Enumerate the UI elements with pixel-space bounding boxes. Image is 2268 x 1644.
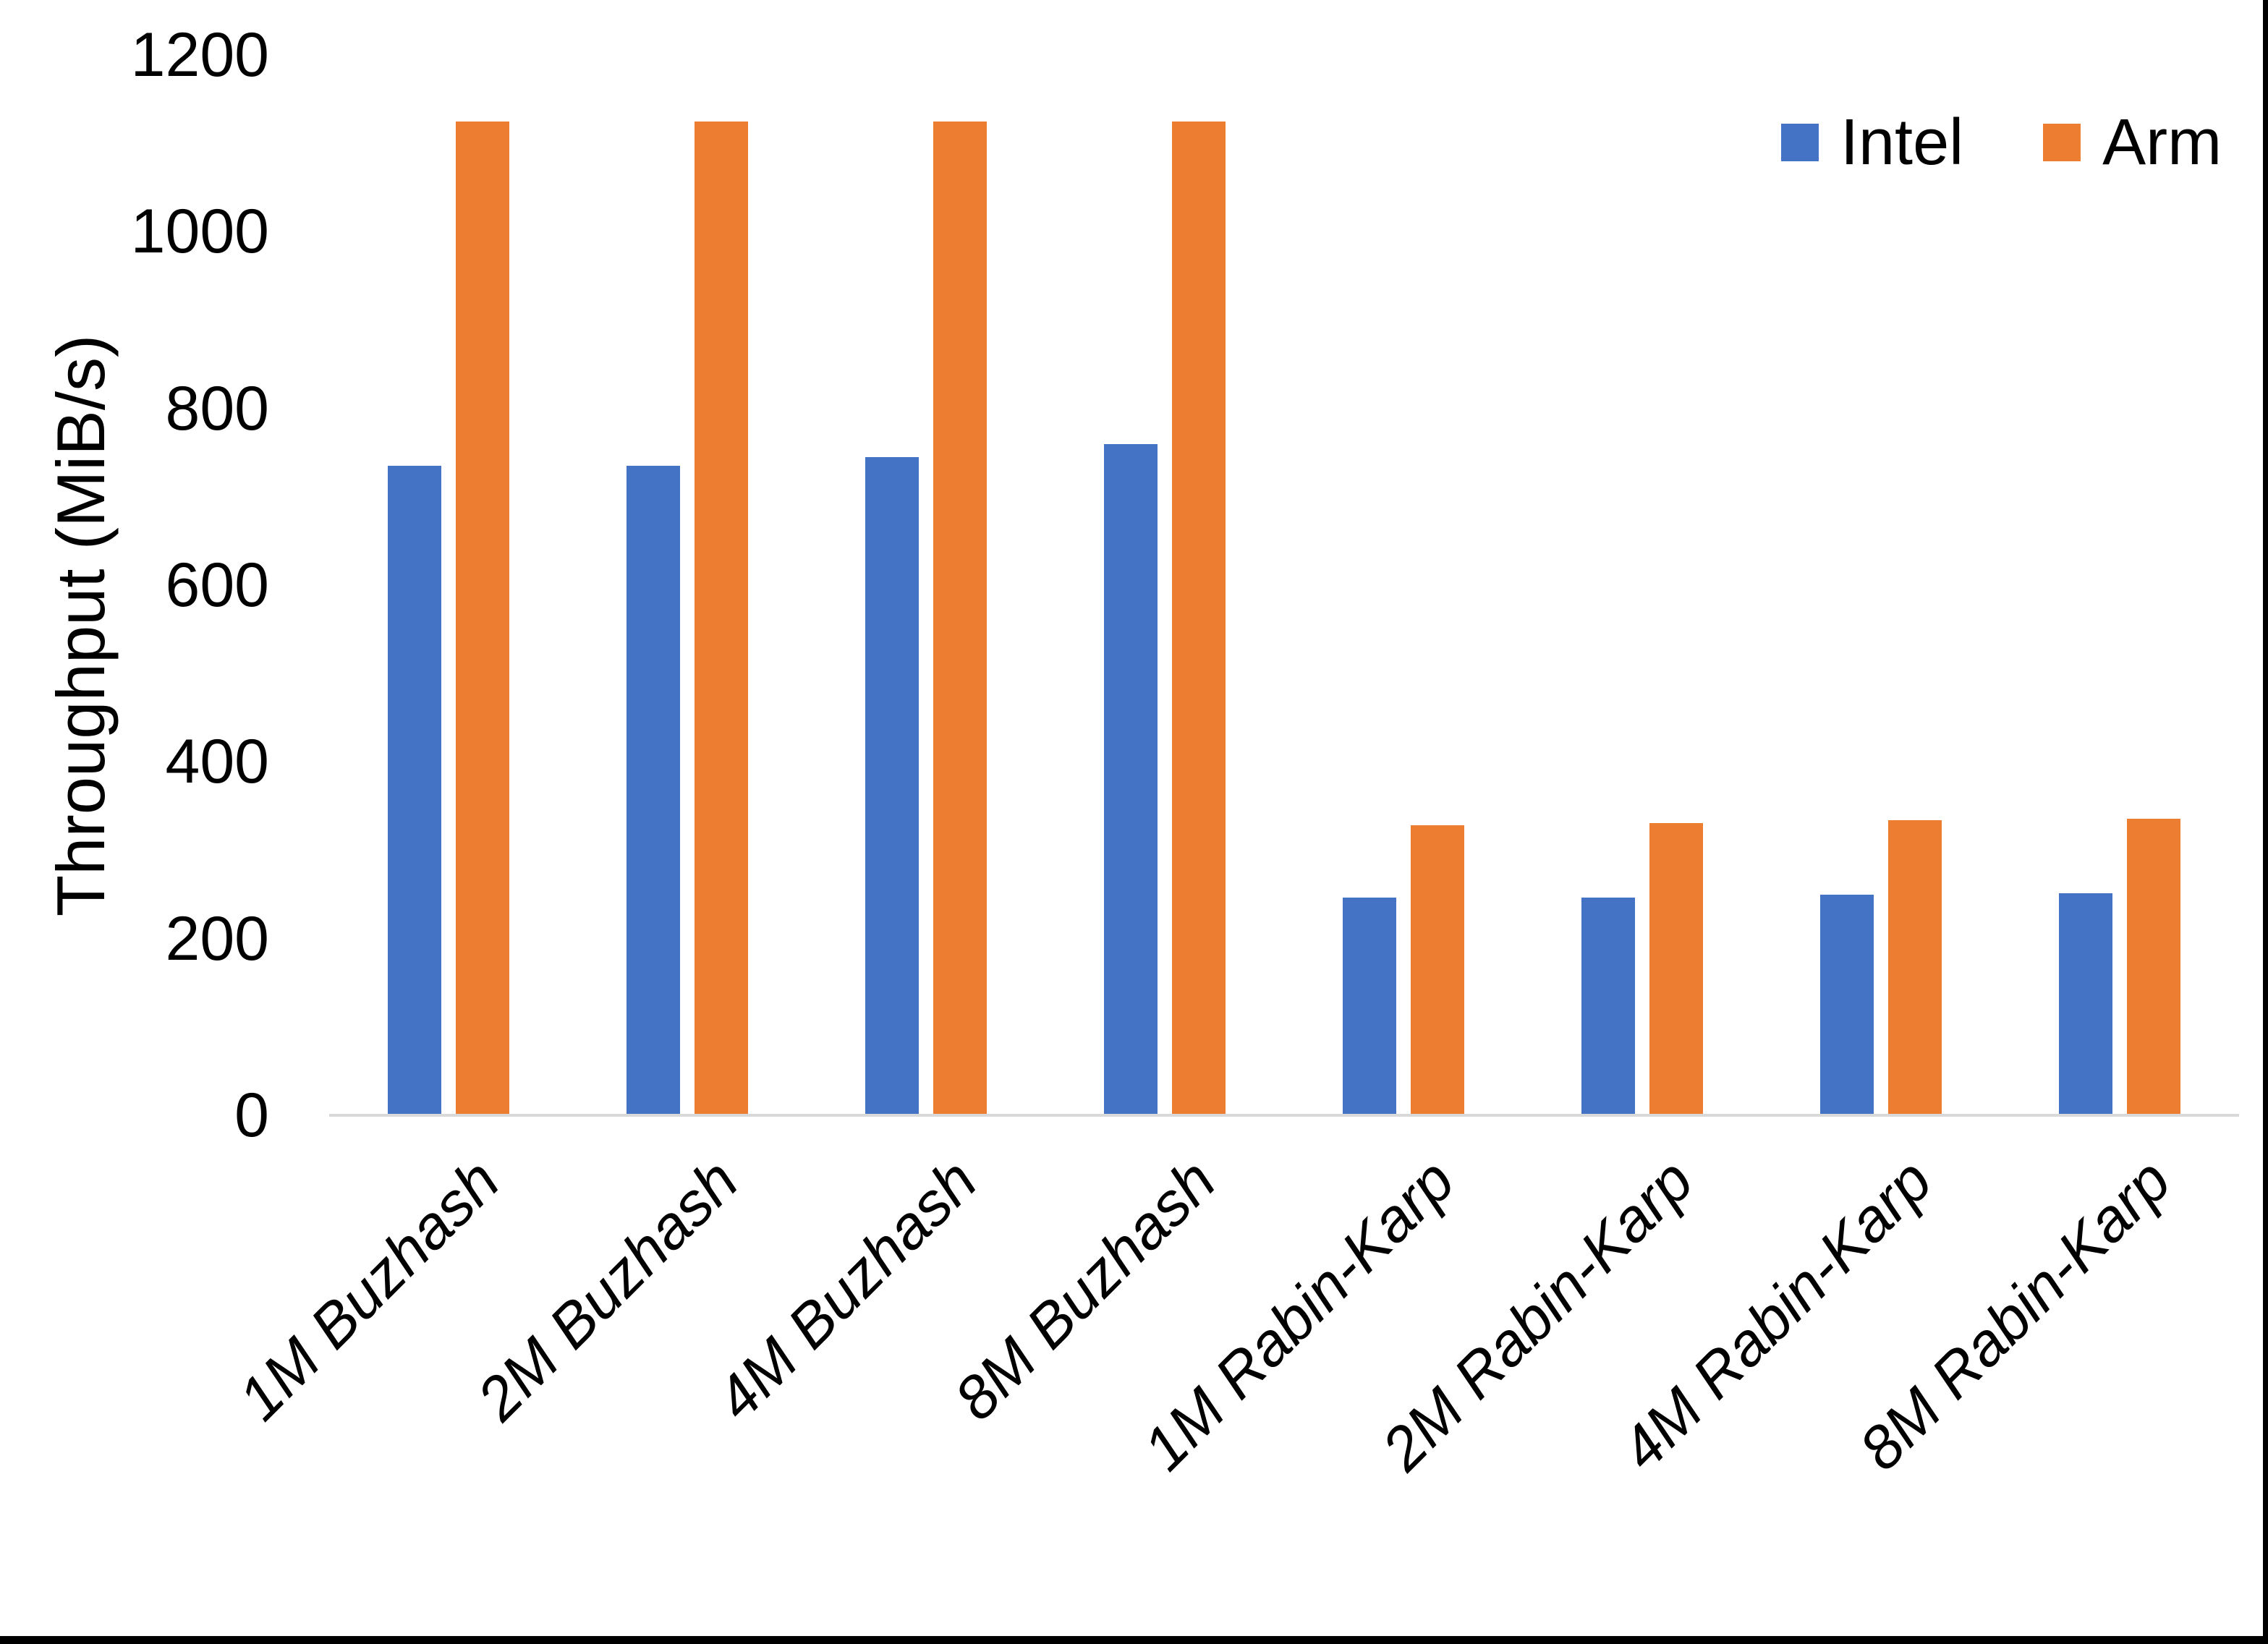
bar-group-4m-buzhash <box>807 55 1045 1115</box>
bar-arm-1m-buzhash <box>456 121 509 1115</box>
y-tick-label-600: 600 <box>165 550 270 620</box>
bar-group-4m-rabin-karp <box>1762 55 2000 1115</box>
bar-intel-4m-rabin-karp <box>1820 894 1874 1115</box>
legend-swatch-arm <box>2043 124 2081 161</box>
legend-label-intel: Intel <box>1840 106 1964 179</box>
screen-right-border <box>2263 0 2268 1644</box>
bar-arm-2m-buzhash <box>695 121 748 1115</box>
bar-intel-2m-rabin-karp <box>1581 898 1635 1115</box>
legend-swatch-intel <box>1781 124 1819 161</box>
bar-intel-4m-buzhash <box>865 456 919 1115</box>
bar-arm-2m-rabin-karp <box>1649 822 1703 1115</box>
bar-arm-4m-rabin-karp <box>1888 819 1942 1115</box>
y-tick-label-1000: 1000 <box>130 197 269 267</box>
legend-item-intel: Intel <box>1781 110 1963 175</box>
y-tick-label-0: 0 <box>234 1081 269 1150</box>
bar-group-1m-rabin-karp <box>1284 55 1523 1115</box>
legend-item-arm: Arm <box>2043 110 2222 175</box>
bar-arm-8m-buzhash <box>1172 121 1226 1115</box>
bar-group-2m-rabin-karp <box>1523 55 1762 1115</box>
y-tick-label-800: 800 <box>165 373 270 443</box>
y-tick-label-400: 400 <box>165 727 270 797</box>
legend: Intel Arm <box>1781 110 2222 175</box>
bar-intel-2m-buzhash <box>627 466 680 1115</box>
bar-intel-1m-buzhash <box>388 466 441 1115</box>
legend-label-arm: Arm <box>2102 106 2222 179</box>
y-tick-label-1200: 1200 <box>130 20 269 90</box>
bar-intel-1m-rabin-karp <box>1343 898 1396 1115</box>
y-tick-label-200: 200 <box>165 903 270 974</box>
bar-arm-4m-buzhash <box>933 121 987 1115</box>
bar-group-8m-buzhash <box>1045 55 1284 1115</box>
bar-intel-8m-rabin-karp <box>2059 893 2112 1115</box>
screen-bottom-border <box>0 1636 2268 1644</box>
bar-arm-1m-rabin-karp <box>1411 825 1464 1115</box>
plot-area <box>329 55 2239 1115</box>
bar-arm-8m-rabin-karp <box>2127 818 2180 1115</box>
x-axis-line <box>329 1114 2239 1117</box>
bar-group-2m-buzhash <box>568 55 807 1115</box>
bar-intel-8m-buzhash <box>1104 443 1158 1115</box>
bar-group-1m-buzhash <box>329 55 568 1115</box>
bar-group-8m-rabin-karp <box>2000 55 2239 1115</box>
